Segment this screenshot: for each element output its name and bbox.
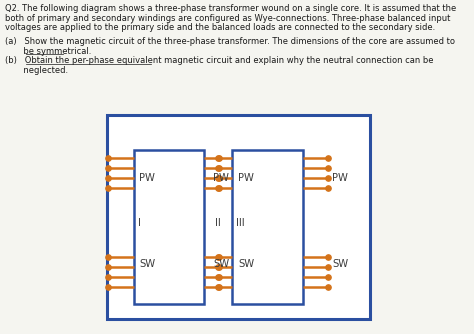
Text: PW: PW	[332, 173, 348, 183]
Text: neglected.: neglected.	[5, 66, 68, 75]
Text: II: II	[215, 217, 221, 227]
Text: (a)   Show the magnetic circuit of the three-phase transformer. The dimensions o: (a) Show the magnetic circuit of the thr…	[5, 37, 455, 46]
Bar	[134, 150, 204, 304]
Text: (b)   Obtain the per-phase equivalent magnetic circuit and explain why the neutr: (b) Obtain the per-phase equivalent magn…	[5, 56, 433, 65]
Text: I: I	[137, 217, 140, 227]
Bar	[232, 150, 303, 304]
Text: voltages are applied to the primary side and the balanced loads are connected to: voltages are applied to the primary side…	[5, 23, 435, 32]
Text: PW: PW	[139, 173, 155, 183]
Text: PW: PW	[213, 173, 229, 183]
Text: III: III	[237, 217, 245, 227]
Text: SW: SW	[139, 259, 155, 269]
Text: PW: PW	[238, 173, 254, 183]
Text: both of primary and secondary windings are configured as Wye-connections. Three-: both of primary and secondary windings a…	[5, 14, 450, 23]
Text: SW: SW	[238, 259, 254, 269]
Text: SW: SW	[213, 259, 229, 269]
Text: Q2. The following diagram shows a three-phase transformer wound on a single core: Q2. The following diagram shows a three-…	[5, 4, 456, 13]
Bar	[107, 116, 370, 319]
Text: SW: SW	[332, 259, 348, 269]
Text: be symmetrical.: be symmetrical.	[5, 46, 91, 55]
